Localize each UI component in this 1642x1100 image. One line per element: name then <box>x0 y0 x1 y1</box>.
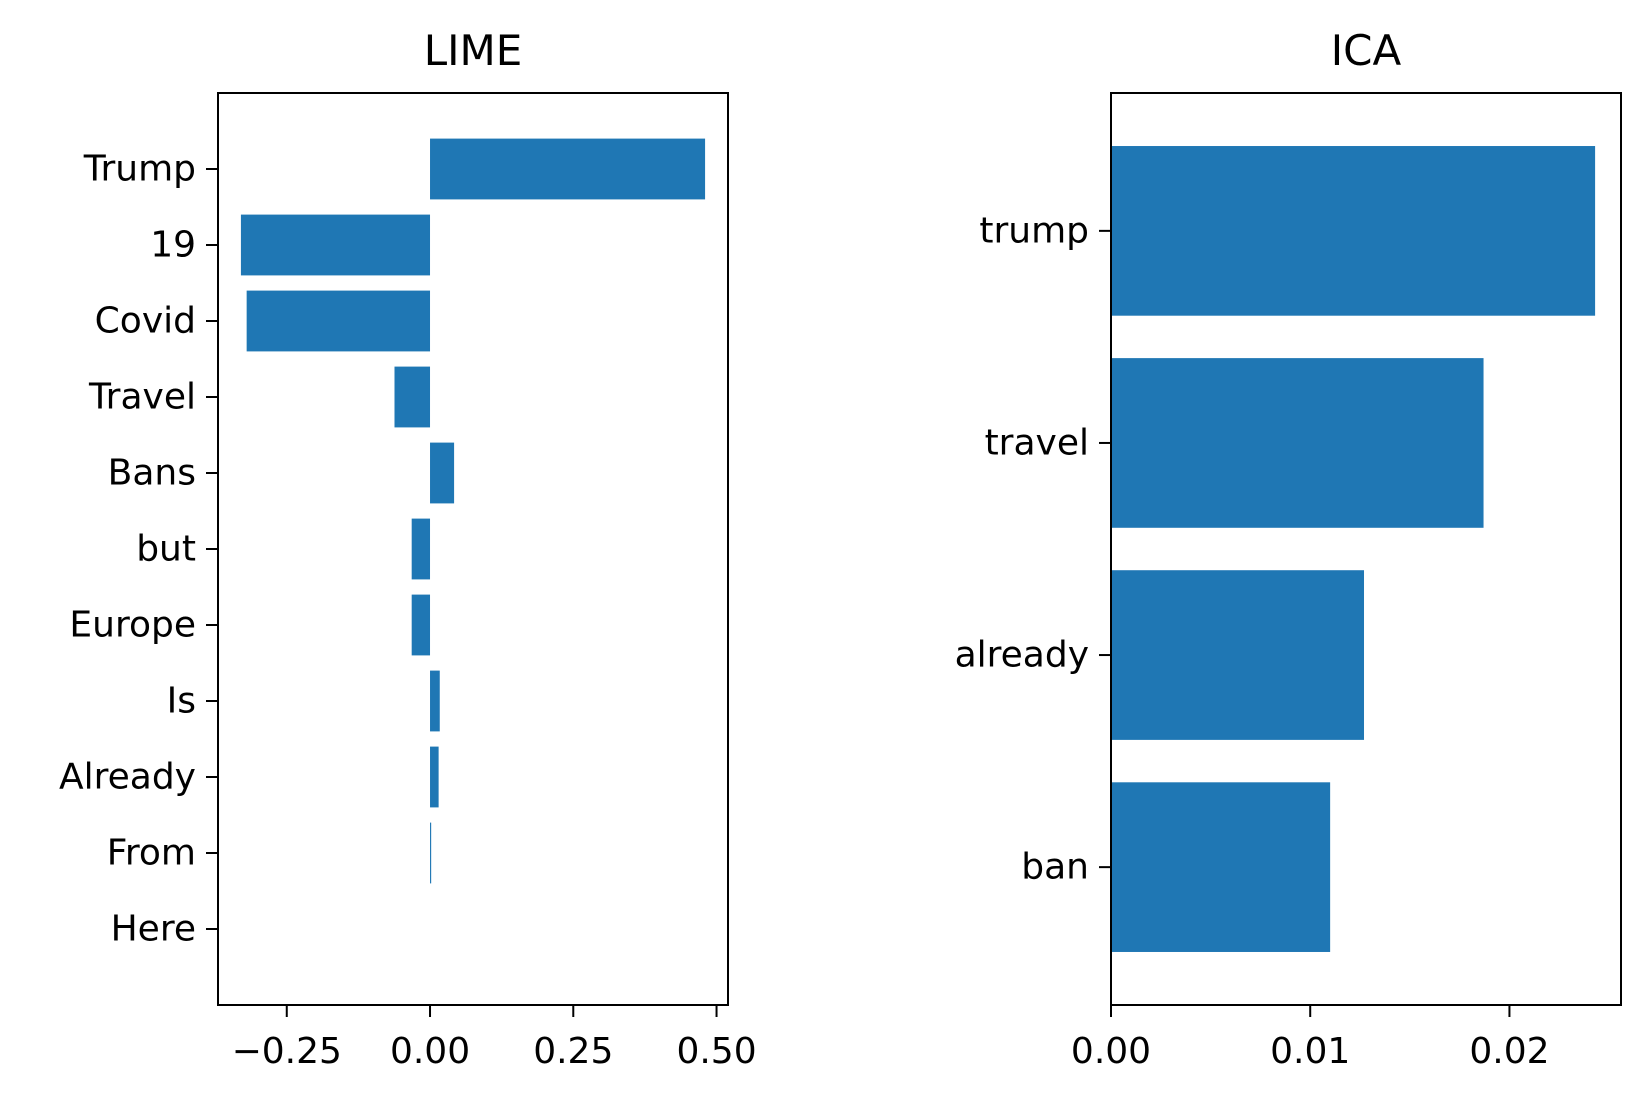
lime-bar-europe <box>411 594 431 656</box>
ica-panel: trump travel already ban 0.00 0.01 0.02 ICA <box>955 26 1622 1072</box>
ica-bar-already <box>1111 570 1365 740</box>
ica-xtick-label: 0.00 <box>1071 1031 1151 1072</box>
lime-ytick-label: Already <box>59 757 196 798</box>
lime-chart-title: LIME <box>424 26 523 75</box>
lime-ytick-label: From <box>107 833 196 874</box>
lime-bar-covid <box>246 290 431 352</box>
lime-bar-already <box>430 746 439 808</box>
ica-bar-trump <box>1111 146 1596 316</box>
lime-axes-frame <box>217 92 729 1006</box>
lime-xtick-label: 0.00 <box>390 1031 470 1072</box>
lime-xtick-label: 0.25 <box>533 1031 613 1072</box>
lime-bar-bans <box>430 442 455 504</box>
lime-bar-travel <box>394 366 431 428</box>
ica-xtick-label: 0.02 <box>1469 1031 1549 1072</box>
ica-ytick-label: ban <box>1021 847 1089 888</box>
lime-ytick-label: 19 <box>150 225 196 266</box>
ica-xtick-label: 0.01 <box>1270 1031 1350 1072</box>
lime-ytick-label: Is <box>167 681 196 722</box>
ica-bar-ban <box>1111 782 1331 952</box>
lime-ytick-label: but <box>136 529 196 570</box>
lime-ytick-label: Here <box>111 909 196 950</box>
lime-bar-but <box>411 518 431 580</box>
lime-ytick-label: Travel <box>88 377 196 418</box>
lime-xtick-label: −0.25 <box>232 1031 342 1072</box>
lime-ytick-label: Bans <box>108 453 196 494</box>
lime-ytick-label: Covid <box>95 301 196 342</box>
lime-bar-trump <box>430 138 706 200</box>
ica-axes-frame <box>1110 92 1622 1006</box>
lime-bar-from <box>430 822 432 884</box>
ica-bar-travel <box>1111 358 1484 528</box>
lime-xtick-label: 0.50 <box>676 1031 756 1072</box>
ica-chart-title: ICA <box>1331 26 1402 75</box>
lime-bar-is <box>430 670 440 732</box>
lime-bar-19 <box>240 214 431 276</box>
ica-ytick-label: travel <box>985 422 1089 463</box>
lime-ytick-label: Europe <box>69 605 196 646</box>
ica-ytick-label: already <box>955 635 1089 676</box>
lime-ytick-label: Trump <box>83 149 196 190</box>
ica-ytick-label: trump <box>979 210 1089 251</box>
lime-panel: Trump 19 Covid Travel Bans but Europe Is Already… <box>59 26 757 1072</box>
